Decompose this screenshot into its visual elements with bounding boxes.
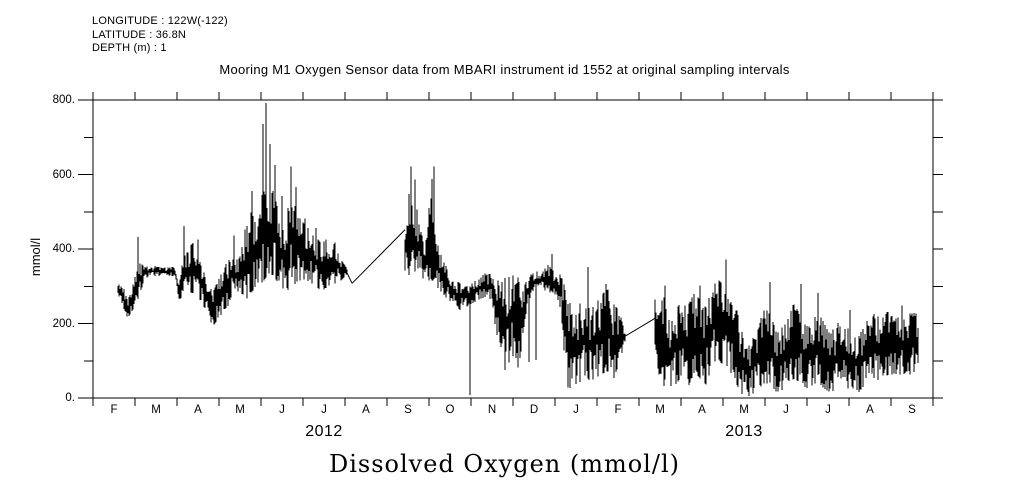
longitude-text: LONGITUDE : 122W(-122) [92, 15, 228, 27]
month-label: F [614, 404, 622, 416]
x-axis-unit-label: Dissolved Oxygen (mmol/l) [329, 450, 680, 478]
month-label: N [487, 404, 497, 416]
year-label: 2013 [725, 423, 763, 440]
y-axis-label: mmol/l [28, 237, 43, 277]
year-label: 2012 [305, 423, 343, 440]
month-label: A [698, 404, 706, 416]
month-label: M [739, 404, 749, 416]
data-series-spikes [137, 103, 903, 395]
month-label: J [783, 404, 789, 416]
month-label: A [194, 404, 202, 416]
y-tick-label: 200. [52, 317, 75, 330]
y-tick-label: 800. [52, 94, 75, 106]
month-label: J [321, 404, 327, 416]
month-label: J [573, 404, 579, 416]
gap-interpolation-lines [346, 229, 656, 337]
y-tick-label: 600. [52, 168, 75, 181]
chart-title: Mooring M1 Oxygen Sensor data from MBARI… [219, 62, 790, 77]
coords-header: LONGITUDE : 122W(-122) LATITUDE : 36.8N … [92, 15, 228, 56]
month-label: A [362, 404, 370, 416]
month-label: M [235, 404, 245, 416]
month-label: M [655, 404, 665, 416]
month-label: S [908, 404, 916, 416]
axis-ticks [78, 92, 943, 406]
month-label: J [279, 404, 285, 416]
month-label: A [866, 404, 874, 416]
month-label: M [151, 404, 161, 416]
month-label: D [529, 404, 539, 416]
data-series-band [117, 190, 919, 397]
y-tick-label: 0. [65, 392, 75, 404]
month-label: F [110, 404, 118, 416]
latitude-text: LATITUDE : 36.8N [92, 28, 187, 41]
y-tick-label: 400. [52, 243, 75, 255]
month-label: O [445, 404, 455, 416]
depth-text: DEPTH (m) : 1 [92, 42, 167, 54]
month-label: S [404, 404, 412, 416]
month-label: J [825, 404, 831, 416]
